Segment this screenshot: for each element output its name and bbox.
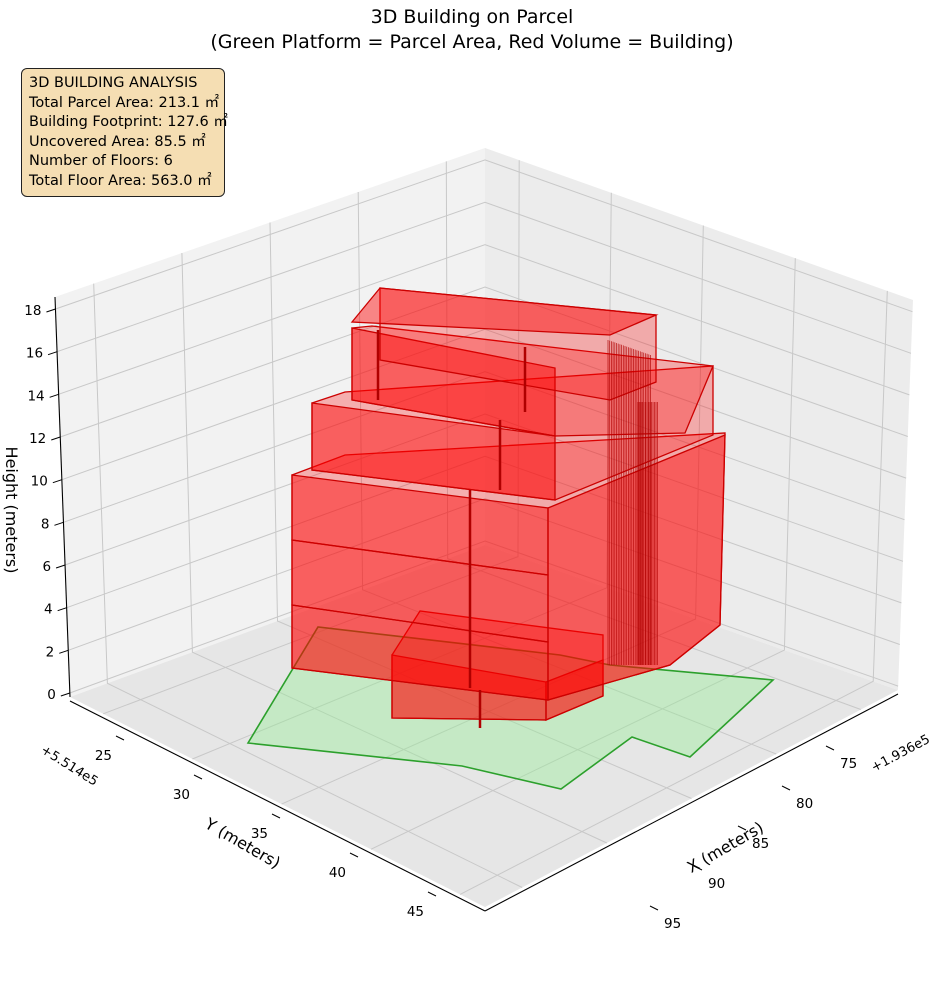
z-tick-label: 8 (41, 516, 50, 532)
z-tick (46, 308, 56, 313)
z-tick (54, 521, 64, 526)
building-volume (291, 287, 726, 728)
y-tick (193, 774, 203, 780)
x-tick-label: 80 (796, 796, 813, 812)
z-tick (52, 479, 63, 484)
floor-5-front (351, 327, 556, 437)
parcel-polygon (246, 626, 775, 790)
x-tick (825, 745, 835, 751)
z-grid-line (68, 498, 900, 651)
z-grid-line (69, 540, 899, 694)
y-grid-line (93, 283, 523, 888)
x-grid-line (103, 160, 520, 715)
y-offset-label: +5.514e5 (38, 743, 101, 790)
z-tick (59, 649, 69, 654)
y-tick (115, 735, 125, 741)
y-tick-label: 25 (95, 748, 112, 764)
x-tick (693, 865, 703, 871)
z-tick-label: 4 (44, 602, 53, 618)
y-tick-label: 45 (407, 904, 424, 920)
z-tick-label: 18 (24, 303, 41, 319)
grid-lines (55, 159, 913, 895)
y-grid-line (445, 161, 861, 710)
z-tick-label: 12 (29, 431, 46, 447)
z-tick-label: 14 (27, 388, 44, 404)
y-grid-line (269, 222, 692, 799)
z-axis-line (54, 296, 71, 698)
x-grid-line (192, 192, 612, 760)
y-tick (271, 813, 281, 819)
y-grid-line (357, 191, 777, 755)
z-tick-label: 10 (31, 474, 48, 490)
z-grid-line (64, 413, 904, 566)
x-tick-label: 75 (840, 756, 857, 772)
z-tick (49, 393, 59, 398)
x-tick-label: 90 (708, 876, 725, 892)
roof-top (350, 287, 659, 336)
z-tick-label: 2 (46, 644, 55, 660)
z-grid-line (63, 371, 905, 523)
x-tick-label: 95 (664, 916, 681, 932)
z-tick (57, 607, 67, 612)
annex-side-face (545, 659, 604, 721)
y-tick-label: 35 (251, 826, 268, 842)
info-heading: 3D BUILDING ANALYSIS (29, 75, 198, 91)
chart-subtitle: (Green Platform = Parcel Area, Red Volum… (210, 31, 734, 53)
x-tick (737, 825, 747, 831)
info-number-of-floors: Number of Floors: 6 (29, 153, 173, 169)
y-grid-line (181, 252, 608, 844)
parcel-platform (246, 626, 775, 790)
info-total-floor-area: Total Floor Area: 563.0 ㎡ (29, 172, 212, 189)
z-grid-line (58, 244, 910, 396)
y-tick-label: 40 (329, 865, 346, 881)
info-uncovered-area: Uncovered Area: 85.5 ㎡ (29, 133, 206, 150)
y-tick-label: 30 (173, 787, 190, 803)
axis-panes (55, 148, 913, 907)
z-axis-label: Height (meters) (2, 447, 21, 574)
z-grid-line (60, 286, 908, 438)
y-tick (427, 891, 437, 897)
info-building-footprint: Building Footprint: 127.6 ㎡ (29, 114, 228, 130)
curved-column (607, 340, 658, 665)
y-axis-label: Y (meters) (201, 814, 284, 873)
floor-4-front (311, 402, 556, 501)
z-tick (60, 692, 71, 697)
z-tick (51, 436, 61, 441)
floor-pane (70, 545, 898, 907)
x-tick (781, 785, 791, 791)
z-tick-label: 16 (26, 346, 43, 362)
x-grid-line (459, 290, 888, 895)
x-axis-line (484, 693, 899, 912)
info-parcel-area: Total Parcel Area: 213.1 ㎡ (29, 94, 220, 111)
x-grid-line (281, 225, 704, 805)
left-pane (55, 148, 485, 697)
x-grid-line (370, 258, 796, 850)
right-pane (485, 148, 913, 690)
chart-title: 3D Building on Parcel (370, 6, 574, 28)
z-tick-label: 6 (42, 559, 51, 575)
z-tick (55, 564, 66, 569)
y-axis-line (69, 700, 486, 912)
z-grid-line (56, 201, 912, 354)
z-tick (47, 351, 58, 356)
y-tick (349, 852, 359, 858)
x-tick-label: 85 (752, 836, 769, 852)
axis-lines (54, 296, 899, 912)
z-grid-line (66, 455, 902, 609)
z-tick-label: 0 (47, 687, 56, 703)
z-grid-line (55, 159, 913, 313)
analysis-info-box: 3D BUILDING ANALYSIS Total Parcel Area: … (21, 68, 228, 197)
x-offset-label: +1.936e5 (869, 732, 933, 775)
x-tick (649, 905, 659, 911)
